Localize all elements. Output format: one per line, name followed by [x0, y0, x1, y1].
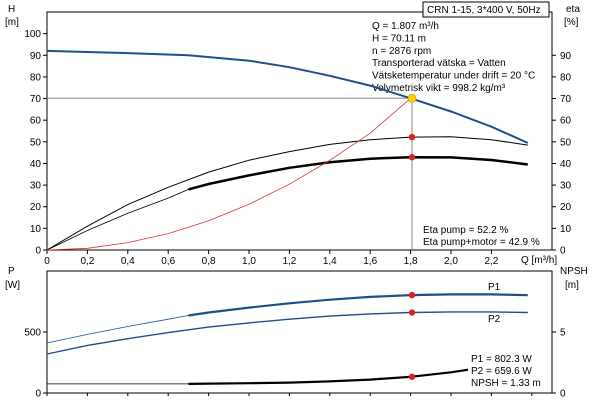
- y-right-tick-label: 60: [560, 116, 572, 127]
- lower-y-left-tick-label: 500: [24, 328, 41, 339]
- lower-operating-marker: [408, 373, 416, 380]
- operating-point-marker: [408, 133, 416, 141]
- p1-series-label: P1: [488, 282, 501, 293]
- lower-y-left-label-line2: [W]: [5, 280, 20, 291]
- y-left-tick-label: 20: [30, 202, 42, 213]
- y-right-tick-label: 30: [560, 181, 572, 192]
- info-line: H = 70.11 m: [372, 33, 426, 44]
- lower-y-left-tick-label: 0: [35, 389, 41, 400]
- upper-y-left-label-line2: [m]: [5, 17, 19, 28]
- x-tick-label: 0,2: [80, 256, 94, 267]
- x-tick-label: 1,4: [323, 256, 337, 267]
- info-line: n = 2876 rpm: [372, 46, 431, 57]
- operating-point-marker: [407, 93, 417, 103]
- readout-background: [468, 350, 551, 390]
- info-line: Transporterad vätska = Vatten: [372, 58, 506, 69]
- p1-curve-extrapolated: [46, 315, 189, 344]
- info-line: Volymetrisk vikt = 998.2 kg/m³: [372, 83, 506, 94]
- x-tick-label: 1,8: [404, 256, 418, 267]
- y-right-tick-label: 10: [560, 224, 572, 235]
- lower-operating-marker: [408, 291, 416, 299]
- operating-info: Q = 1.807 m³/hH = 70.11 m n = 2876 rpmTra…: [369, 19, 548, 97]
- y-left-tick-label: 10: [30, 224, 42, 235]
- lower-plot: 0 500 0 5 P1 P2: [24, 282, 566, 400]
- lower-operating-marker: [408, 309, 416, 316]
- readout-line: NPSH = 1.33 m: [471, 378, 541, 389]
- eta-pump-motor-curve-extrapolated: [46, 189, 189, 251]
- y-right-tick-label: 40: [560, 159, 572, 170]
- efficiency-line: Eta pump+motor = 42.9 %: [423, 237, 540, 248]
- y-left-tick-label: 100: [24, 29, 41, 40]
- y-left-tick-label: 90: [30, 51, 42, 62]
- y-right-tick-label: 70: [560, 94, 572, 105]
- x-tick-label: 0,8: [202, 256, 216, 267]
- upper-plot: 0 0,2 0,4 0,6 0,8 1,0 1,2 1,4 1,6 1,8 2,0 2,2 0 10 20 3…: [24, 29, 571, 267]
- y-left-tick-label: 50: [30, 137, 42, 148]
- info-line: Vätsketemperatur under drift = 20 °C: [372, 71, 535, 82]
- operating-point-marker: [408, 153, 416, 161]
- x-tick-label: 1,2: [282, 256, 296, 267]
- x-axis-label: Q [m³/h]: [521, 255, 557, 266]
- y-left-tick-label: 60: [30, 116, 42, 127]
- x-tick-label: 0,6: [161, 256, 175, 267]
- system-curve: [46, 97, 411, 251]
- efficiency-readout: Eta pump = 52.2 %Eta pump+motor = 42.9 %: [420, 221, 551, 249]
- upper-y-right-label-line2: [%]: [564, 17, 579, 28]
- y-left-tick-label: 40: [30, 159, 42, 170]
- lower-y-right-label-line2: [m]: [565, 280, 579, 291]
- efficiency-background: [420, 221, 551, 249]
- upper-plot-frame: [46, 11, 553, 251]
- y-right-tick-label: 20: [560, 202, 572, 213]
- y-right-tick-label: 0: [560, 246, 566, 257]
- x-tick-label: 2,0: [444, 256, 458, 267]
- eta-pump-curve: [46, 136, 528, 251]
- eta-pump-motor-curve: [188, 155, 528, 191]
- x-tick-label: 2,2: [484, 256, 498, 267]
- head-curve: [46, 49, 529, 144]
- p2-series-label: P2: [488, 314, 501, 325]
- readout-line: P2 = 659.6 W: [471, 366, 532, 377]
- title-box: [422, 1, 550, 18]
- x-tick-label: 0: [44, 256, 50, 267]
- x-tick-label: 1,6: [363, 256, 377, 267]
- upper-y-right-label-line1: eta: [566, 4, 580, 15]
- y-right-tick-label: 80: [560, 72, 572, 83]
- y-right-tick-label: 50: [560, 137, 572, 148]
- chart-title: CRN 1-15, 3*400 V, 50Hz: [427, 5, 541, 16]
- x-tick-label: 0,4: [121, 256, 135, 267]
- y-left-tick-label: 30: [30, 181, 42, 192]
- y-left-tick-label: 70: [30, 94, 42, 105]
- p2-curve: [46, 311, 528, 355]
- y-right-tick-label: 90: [560, 51, 572, 62]
- p1-curve: [188, 293, 528, 317]
- info-line: Q = 1.807 m³/h: [372, 21, 439, 32]
- upper-y-left-label-line1: H: [8, 4, 15, 15]
- x-tick-label: 1,0: [242, 256, 256, 267]
- readout-line: P1 = 802.3 W: [471, 354, 532, 365]
- y-left-tick-label: 0: [35, 246, 41, 257]
- lower-y-left-label-line1: P: [8, 266, 15, 277]
- y-left-tick-label: 80: [30, 72, 42, 83]
- lower-y-right-tick-label: 0: [560, 389, 566, 400]
- lower-y-right-label-line1: NPSH: [560, 266, 588, 277]
- efficiency-line: Eta pump = 52.2 %: [423, 225, 508, 236]
- lower-y-right-tick-label: 5: [560, 328, 566, 339]
- info-background: [369, 19, 548, 97]
